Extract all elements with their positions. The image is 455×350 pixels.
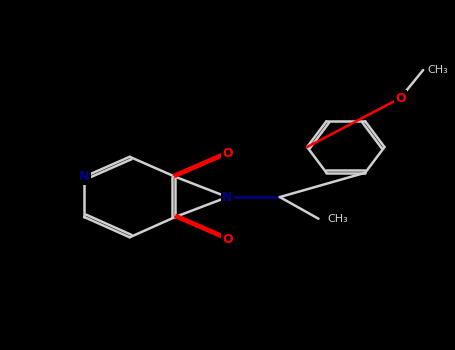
Text: O: O bbox=[222, 147, 233, 161]
Text: O: O bbox=[395, 91, 406, 105]
Text: N: N bbox=[79, 170, 89, 183]
Text: N: N bbox=[222, 190, 233, 204]
Text: O: O bbox=[222, 233, 233, 246]
Text: CH₃: CH₃ bbox=[328, 214, 349, 224]
Text: CH₃: CH₃ bbox=[428, 65, 449, 75]
